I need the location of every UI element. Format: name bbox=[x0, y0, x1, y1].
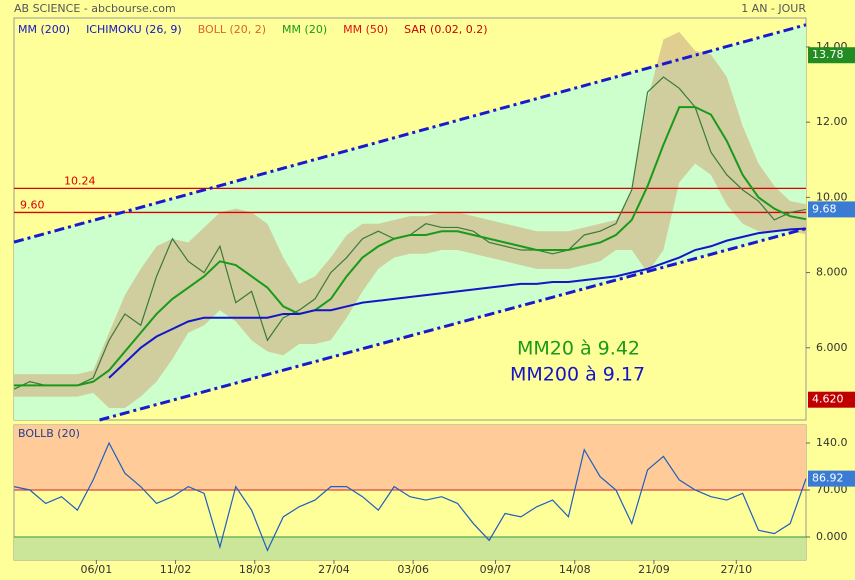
zone bbox=[14, 425, 806, 490]
level-label: 10.24 bbox=[64, 174, 96, 187]
annotation: MM200 à 9.17 bbox=[510, 364, 645, 386]
value-badge-label: 86.92 bbox=[812, 472, 844, 485]
legend-entry: MM (50) bbox=[343, 23, 388, 36]
zone bbox=[14, 536, 806, 560]
x-tick-label: 11/02 bbox=[160, 563, 192, 576]
x-tick-label: 14/08 bbox=[559, 563, 591, 576]
x-tick-label: 03/06 bbox=[397, 563, 429, 576]
legend-entry: BOLL (20, 2) bbox=[198, 23, 266, 36]
y-tick-label: 140.0 bbox=[816, 436, 848, 449]
series-line bbox=[13, 441, 807, 552]
value-badge-label: 9.68 bbox=[812, 202, 837, 215]
y-tick-label: 6.000 bbox=[816, 341, 848, 354]
x-tick-label: 21/09 bbox=[638, 563, 670, 576]
x-tick-label: 06/01 bbox=[81, 563, 113, 576]
x-tick-label: 09/07 bbox=[480, 563, 512, 576]
value-badge bbox=[808, 201, 855, 218]
value-badge bbox=[808, 391, 855, 408]
value-badge bbox=[808, 47, 855, 64]
legend-entry: SAR (0.02, 0.2) bbox=[404, 23, 487, 36]
x-tick-label: 27/10 bbox=[720, 563, 752, 576]
y-tick-label: 0.000 bbox=[816, 530, 848, 543]
y-tick-label: 8.000 bbox=[816, 266, 848, 279]
value-badge-label: 4.620 bbox=[812, 393, 844, 406]
y-tick-label: 10.00 bbox=[816, 190, 848, 203]
page-title: AB SCIENCE - abcbourse.com bbox=[14, 2, 176, 15]
value-badge-label: 13.78 bbox=[812, 48, 844, 61]
legend-entry: MM (20) bbox=[282, 23, 327, 36]
y-tick-label: 12.00 bbox=[816, 115, 848, 128]
series-line bbox=[108, 227, 807, 379]
bollinger-band bbox=[14, 31, 806, 408]
x-tick-label: 18/03 bbox=[239, 563, 271, 576]
series-line bbox=[14, 106, 807, 387]
x-tick-label: 27/04 bbox=[318, 563, 350, 576]
channel-line bbox=[99, 227, 807, 422]
legend-entry: MM (200) bbox=[18, 23, 70, 36]
period: 1 AN - JOUR bbox=[741, 2, 806, 15]
level-label: 9.60 bbox=[20, 198, 45, 211]
panel-title: BOLLB (20) bbox=[18, 427, 80, 440]
annotation: MM20 à 9.42 bbox=[517, 338, 640, 360]
legend-entry: ICHIMOKU (26, 9) bbox=[86, 23, 182, 36]
value-badge bbox=[808, 470, 855, 487]
